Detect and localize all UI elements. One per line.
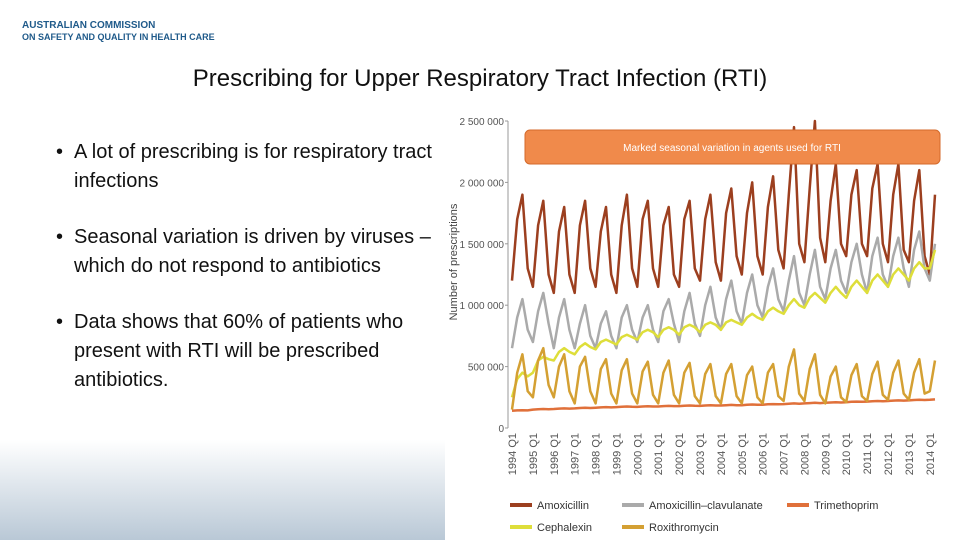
y-tick-label: 2 500 000 [460, 117, 505, 128]
series-line [510, 249, 937, 398]
y-tick-label: 500 000 [468, 363, 505, 374]
legend-label: Amoxicillin [537, 500, 589, 512]
x-tick-label: 2007 Q1 [779, 433, 791, 475]
series-line [510, 346, 937, 410]
bullet-list: A lot of prescribing is for respiratory … [56, 138, 441, 422]
x-tick-label: 1995 Q1 [528, 433, 540, 475]
x-tick-label: 1996 Q1 [549, 433, 561, 475]
x-tick-label: 2003 Q1 [695, 433, 707, 475]
x-tick-label: 2006 Q1 [758, 433, 770, 475]
x-tick-label: 2013 Q1 [904, 433, 916, 475]
bullet: A lot of prescribing is for respiratory … [56, 138, 441, 196]
annotation: Marked seasonal variation in agents used… [623, 143, 841, 154]
x-tick-label: 2012 Q1 [883, 433, 895, 475]
x-tick-label: 2009 Q1 [820, 433, 832, 475]
legend-label: Cephalexin [537, 522, 592, 534]
x-tick-label: 1994 Q1 [507, 433, 519, 475]
x-tick-label: 2010 Q1 [841, 433, 853, 475]
series-line [510, 119, 937, 295]
x-tick-label: 2004 Q1 [716, 433, 728, 475]
y-tick-label: 2 000 000 [460, 178, 505, 189]
y-tick-label: 1 500 000 [460, 240, 505, 251]
x-tick-label: 2000 Q1 [632, 433, 644, 475]
x-tick-label: 2014 Q1 [925, 433, 937, 475]
y-tick-label: 0 [498, 424, 504, 435]
slide-title: Prescribing for Upper Respiratory Tract … [193, 65, 767, 92]
x-tick-label: 2001 Q1 [653, 433, 665, 475]
x-tick-label: 1998 Q1 [591, 433, 603, 475]
x-tick-label: 1999 Q1 [611, 433, 623, 475]
series-line [510, 230, 937, 350]
x-tick-label: 2002 Q1 [674, 433, 686, 475]
crowd-image [0, 440, 445, 540]
x-tick-label: 1997 Q1 [570, 433, 582, 475]
series-line [511, 398, 936, 413]
x-tick-label: 2011 Q1 [862, 433, 874, 474]
legend-label: Trimethoprim [814, 500, 878, 512]
y-tick-label: 1 000 000 [460, 301, 505, 312]
legend-label: Roxithromycin [649, 522, 719, 534]
x-tick-label: 2005 Q1 [737, 433, 749, 475]
chart: 0 500 000 1 000 000 1 500 000 2 000 000 2 500… [448, 117, 941, 534]
annotation-box [524, 129, 941, 165]
bullet: Seasonal variation is driven by viruses … [56, 223, 441, 281]
org-name: AUSTRALIAN COMMISSION [22, 20, 155, 31]
x-tick-label: 2008 Q1 [799, 433, 811, 475]
bullet: Data shows that 60% of patients who pres… [56, 308, 441, 395]
org-name: ON SAFETY AND QUALITY IN HEALTH CARE [22, 32, 215, 42]
legend-label: Amoxicillin–clavulanate [649, 500, 763, 512]
y-axis-label: Number of prescriptions [448, 203, 460, 320]
